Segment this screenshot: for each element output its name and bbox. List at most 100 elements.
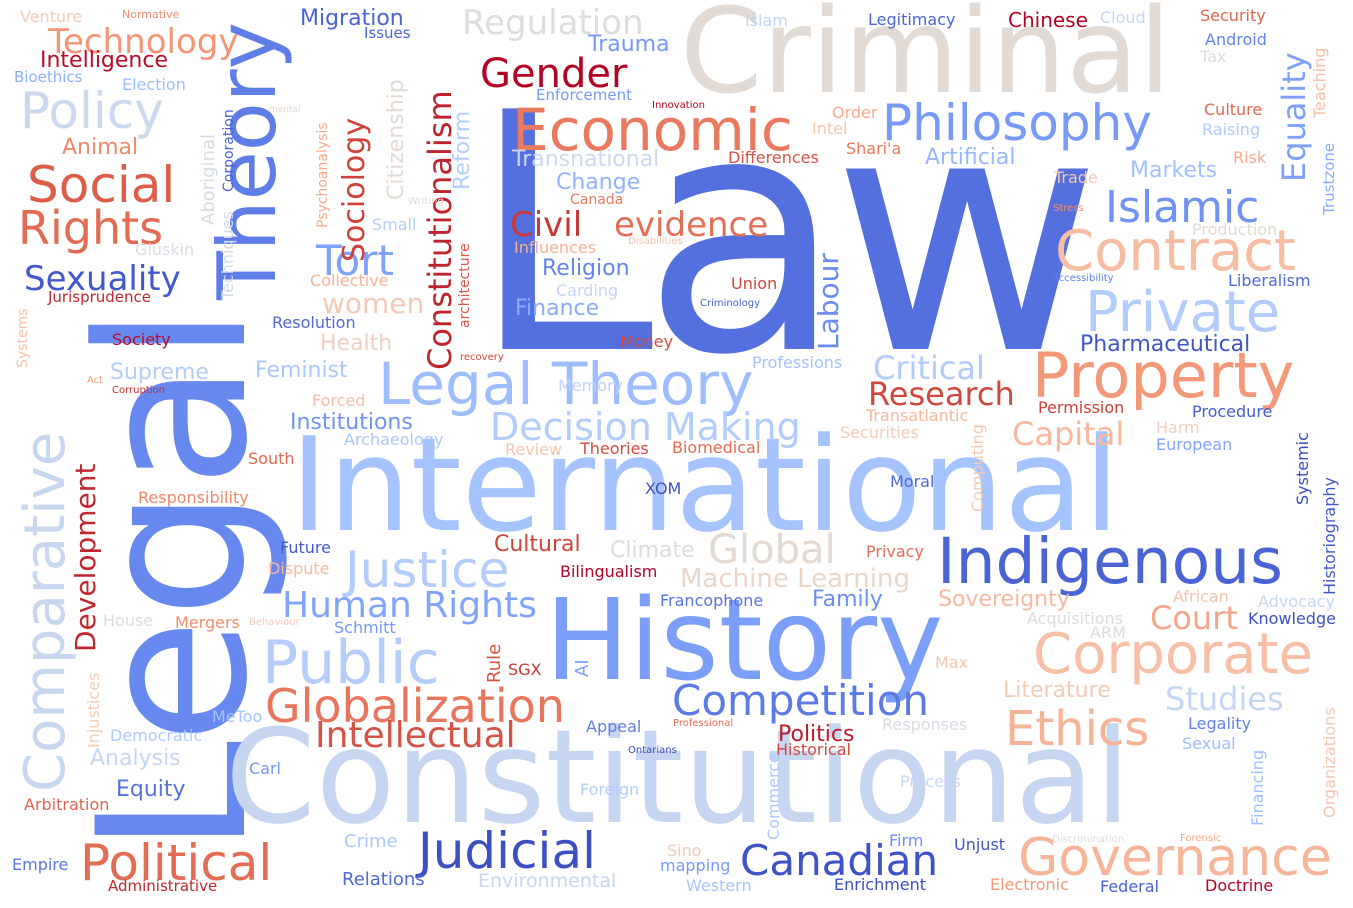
word-liberalism: Liberalism bbox=[1228, 271, 1311, 290]
word-chinese: Chinese bbox=[1008, 8, 1088, 32]
word-gender: Gender bbox=[480, 51, 628, 97]
word-risk: Risk bbox=[1233, 148, 1267, 167]
word-property: Property bbox=[1032, 339, 1295, 412]
word-foreign: Foreign bbox=[580, 780, 640, 799]
word-european: European bbox=[1156, 435, 1233, 454]
word-appeal: Appeal bbox=[586, 717, 642, 736]
word-intellectual: Intellectual bbox=[315, 715, 516, 756]
word-computing: Computing bbox=[968, 424, 987, 512]
word-artificial: Artificial bbox=[925, 145, 1016, 170]
word-history: History bbox=[545, 576, 944, 706]
word-civil: Civil bbox=[510, 205, 583, 245]
word-trauma: Trauma bbox=[588, 32, 670, 57]
word-global: Global bbox=[708, 527, 836, 573]
word-reform: Reform bbox=[450, 110, 475, 190]
word-climate: Climate bbox=[610, 538, 695, 563]
word-criminal: Criminal bbox=[680, 0, 1172, 120]
word-ethics: Ethics bbox=[1005, 701, 1150, 757]
word-firm: Firm bbox=[889, 831, 924, 850]
word-tax: Tax bbox=[1200, 47, 1227, 66]
word-health: Health bbox=[320, 331, 393, 356]
word-responsibility: Responsibility bbox=[138, 488, 249, 507]
word-relations: Relations bbox=[342, 869, 425, 890]
word-change: Change bbox=[556, 170, 641, 195]
word-gluskin: Gluskin bbox=[135, 240, 195, 259]
word-aboriginal: Aboriginal bbox=[198, 133, 219, 225]
word-security: Security bbox=[1200, 6, 1266, 25]
word-carding: Carding bbox=[556, 281, 619, 300]
word-financing: Financing bbox=[1248, 749, 1267, 826]
word-legitimacy: Legitimacy bbox=[868, 10, 956, 29]
word-criminology: Criminology bbox=[700, 298, 761, 309]
word-sociology: Sociology bbox=[337, 117, 372, 262]
word-historiography: Historiography bbox=[1320, 477, 1339, 595]
word-metoo: MeToo bbox=[212, 707, 263, 726]
word-rights: Rights bbox=[18, 201, 164, 255]
word-constitutional: Constitutional bbox=[225, 701, 1131, 853]
word-stress: Stress bbox=[1053, 203, 1084, 214]
word-securities: Securities bbox=[840, 423, 919, 442]
word-public: Public bbox=[262, 628, 440, 698]
word-critical: Critical bbox=[873, 349, 985, 387]
word-sino: Sino bbox=[667, 841, 702, 860]
word-legal-theory: Legal Theory bbox=[378, 350, 754, 418]
word-sexual: Sexual bbox=[1182, 734, 1236, 753]
word-forensic: Forensic bbox=[1180, 833, 1222, 844]
word-court: Court bbox=[1150, 599, 1238, 637]
word-enrichment: Enrichment bbox=[834, 875, 927, 894]
word-trustzone: Trustzone bbox=[1320, 142, 1338, 215]
word-culture: Culture bbox=[1204, 100, 1263, 119]
word-empire: Empire bbox=[12, 855, 69, 874]
word-influences: Influences bbox=[514, 238, 597, 257]
word-transatlantic: Transatlantic bbox=[866, 406, 969, 425]
word-harm: Harm bbox=[1156, 418, 1200, 437]
word-sharia: Shari'a bbox=[846, 139, 902, 158]
word-international: International bbox=[290, 409, 1120, 561]
word-systems: Systems bbox=[15, 308, 31, 369]
word-cloud: Cloud bbox=[1100, 8, 1146, 27]
word-federal: Federal bbox=[1100, 877, 1159, 896]
word-architecture: architecture bbox=[457, 243, 473, 328]
word-south: South bbox=[248, 449, 295, 468]
word-evidence: evidence bbox=[614, 205, 769, 245]
word-francophone: Francophone bbox=[660, 591, 764, 610]
word-finance: Finance bbox=[515, 296, 600, 321]
word-democratic: Democratic bbox=[110, 726, 203, 745]
word-mental: mental bbox=[269, 105, 301, 115]
word-pharmaceutical: Pharmaceutical bbox=[1080, 332, 1251, 357]
word-bilingualism: Bilingualism bbox=[560, 562, 658, 581]
word-procedure: Procedure bbox=[1192, 402, 1273, 421]
word-historical: Historical bbox=[776, 740, 851, 759]
word-supreme: Supreme bbox=[110, 360, 209, 385]
word-professional: Professional bbox=[673, 718, 734, 729]
word-carl: Carl bbox=[249, 759, 281, 778]
word-corporation: Corporation bbox=[221, 109, 237, 192]
word-corruption: Corruption bbox=[112, 385, 165, 396]
word-indigenous: Indigenous bbox=[937, 525, 1283, 598]
word-xom: XOM bbox=[645, 479, 682, 498]
word-labour: Labour bbox=[812, 253, 845, 350]
word-trade: Trade bbox=[1054, 168, 1098, 187]
word-discrimination: Discrimination bbox=[1052, 834, 1125, 845]
word-venture: Venture bbox=[20, 7, 83, 26]
word-small: Small bbox=[372, 215, 417, 234]
word-permission: Permission bbox=[1038, 398, 1125, 417]
word-issues: Issues bbox=[364, 24, 411, 42]
word-rule: Rule bbox=[484, 643, 505, 683]
word-crime: Crime bbox=[344, 831, 398, 852]
word-contract: Contract bbox=[1055, 219, 1296, 284]
word-teaching: Teaching bbox=[1310, 47, 1329, 118]
word-islamic: Islamic bbox=[1105, 182, 1260, 233]
word-acquisitions: Acquisitions bbox=[1027, 609, 1123, 628]
word-markets: Markets bbox=[1130, 158, 1218, 183]
word-behaviour: Behaviour bbox=[249, 617, 300, 628]
word-canada: Canada bbox=[570, 192, 624, 208]
word-android: Android bbox=[1205, 30, 1267, 49]
word-islam: Islam bbox=[745, 11, 788, 30]
word-legality: Legality bbox=[1188, 714, 1252, 733]
word-globalization: Globalization bbox=[265, 679, 565, 733]
word-union: Union bbox=[731, 274, 778, 293]
word-cultural: Cultural bbox=[494, 532, 581, 557]
word-social: Social bbox=[27, 156, 176, 214]
